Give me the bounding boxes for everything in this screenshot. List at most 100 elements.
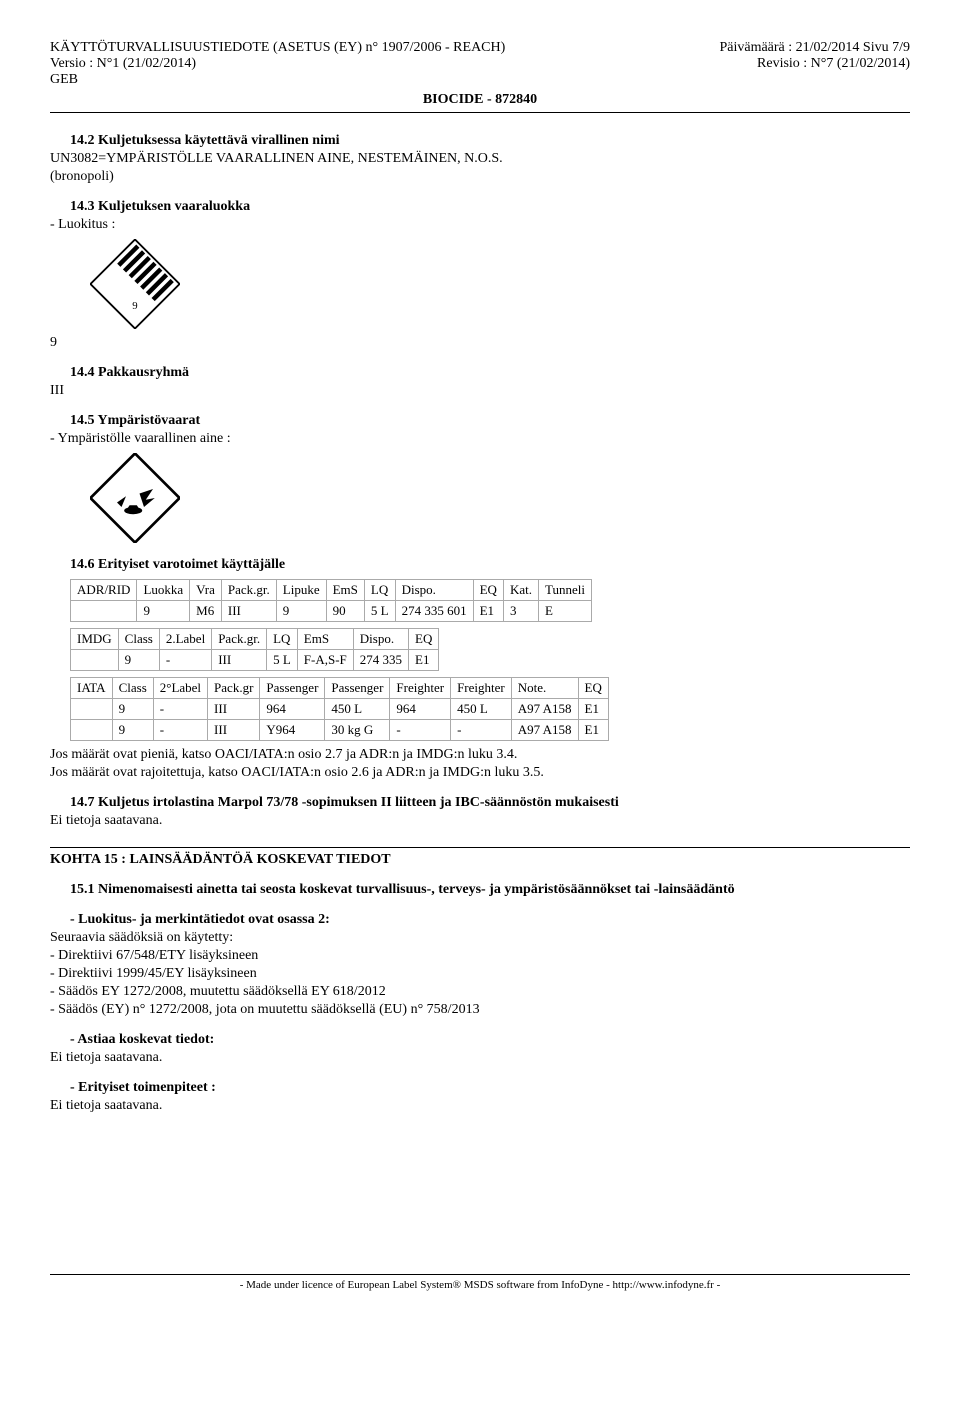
- header-right-line2: Revisio : N°7 (21/02/2014): [719, 56, 910, 72]
- header-left-line1: KÄYTTÖTURVALLISUUSTIEDOTE (ASETUS (EY) n…: [50, 40, 505, 56]
- adr-h2: Vra: [190, 580, 222, 601]
- iata-r2c0: [71, 720, 113, 741]
- table-row: 9 - III Y964 30 kg G - - A97 A158 E1: [71, 720, 609, 741]
- section-14-3-value: 9: [50, 335, 910, 351]
- imdg-c1: 9: [118, 650, 159, 671]
- class-9-hazard-icon: 9: [90, 239, 180, 329]
- section-15-1-l2: - Direktiivi 67/548/ETY lisäyksineen: [50, 948, 910, 964]
- imdg-h1: Class: [118, 629, 159, 650]
- adr-rid-table: ADR/RID Luokka Vra Pack.gr. Lipuke EmS L…: [70, 579, 592, 622]
- header-left: KÄYTTÖTURVALLISUUSTIEDOTE (ASETUS (EY) n…: [50, 40, 505, 88]
- imdg-h2: 2.Label: [159, 629, 211, 650]
- imdg-h4: LQ: [267, 629, 298, 650]
- iata-h3: Pack.gr: [208, 678, 260, 699]
- imdg-h3: Pack.gr.: [212, 629, 267, 650]
- section-14-4-value: III: [50, 383, 910, 399]
- imdg-c2: -: [159, 650, 211, 671]
- adr-c5: 90: [326, 601, 364, 622]
- section-14-7-title: 14.7 Kuljetus irtolastina Marpol 73/78 -…: [70, 795, 910, 811]
- iata-table: IATA Class 2°Label Pack.gr Passenger Pas…: [70, 677, 609, 741]
- adr-c10: E: [538, 601, 591, 622]
- iata-h6: Freighter: [390, 678, 451, 699]
- iata-r1c0: [71, 699, 113, 720]
- imdg-c3: III: [212, 650, 267, 671]
- section-14-2-title: 14.2 Kuljetuksessa käytettävä virallinen…: [70, 133, 910, 149]
- svg-text:9: 9: [132, 300, 137, 312]
- iata-h7: Freighter: [451, 678, 512, 699]
- adr-c9: 3: [503, 601, 538, 622]
- page-footer: - Made under licence of European Label S…: [50, 1274, 910, 1291]
- section-15-title: KOHTA 15 : LAINSÄÄDÄNTÖÄ KOSKEVAT TIEDOT: [50, 847, 910, 868]
- iata-r1c1: 9: [112, 699, 153, 720]
- iata-r2c1: 9: [112, 720, 153, 741]
- document-title: BIOCIDE - 872840: [50, 92, 910, 108]
- adr-c3: III: [221, 601, 276, 622]
- adr-c6: 5 L: [364, 601, 395, 622]
- adr-h10: Tunneli: [538, 580, 591, 601]
- imdg-h7: EQ: [409, 629, 439, 650]
- imdg-c7: E1: [409, 650, 439, 671]
- adr-c0: [71, 601, 137, 622]
- iata-r1c4: 964: [260, 699, 325, 720]
- adr-h6: LQ: [364, 580, 395, 601]
- iata-h0: IATA: [71, 678, 113, 699]
- section-15-1-b1: - Luokitus- ja merkintätiedot ovat osass…: [70, 912, 910, 928]
- iata-h5: Passenger: [325, 678, 390, 699]
- section-14-note2: Jos määrät ovat rajoitettuja, katso OACI…: [50, 765, 910, 781]
- imdg-c0: [71, 650, 119, 671]
- iata-r1c8: A97 A158: [511, 699, 578, 720]
- imdg-c5: F-A,S-F: [297, 650, 353, 671]
- table-row: 9 - III 964 450 L 964 450 L A97 A158 E1: [71, 699, 609, 720]
- iata-h2: 2°Label: [153, 678, 207, 699]
- iata-r2c8: A97 A158: [511, 720, 578, 741]
- header-right-line1: Päivämäärä : 21/02/2014 Sivu 7/9: [719, 40, 910, 56]
- iata-r2c2: -: [153, 720, 207, 741]
- section-15-1-b2: - Astiaa koskevat tiedot:: [70, 1032, 910, 1048]
- iata-h9: EQ: [578, 678, 608, 699]
- section-14-2-line2: (bronopoli): [50, 169, 910, 185]
- adr-h3: Pack.gr.: [221, 580, 276, 601]
- iata-h1: Class: [112, 678, 153, 699]
- adr-c1: 9: [137, 601, 190, 622]
- section-14-2-line1: UN3082=YMPÄRISTÖLLE VAARALLINEN AINE, NE…: [50, 151, 910, 167]
- section-15-1-l4: - Säädös EY 1272/2008, muutettu säädökse…: [50, 984, 910, 1000]
- iata-r1c2: -: [153, 699, 207, 720]
- section-14-3-line1: - Luokitus :: [50, 217, 910, 233]
- iata-r2c6: -: [390, 720, 451, 741]
- adr-h9: Kat.: [503, 580, 538, 601]
- iata-r1c3: III: [208, 699, 260, 720]
- iata-r2c4: Y964: [260, 720, 325, 741]
- iata-r2c5: 30 kg G: [325, 720, 390, 741]
- imdg-table: IMDG Class 2.Label Pack.gr. LQ EmS Dispo…: [70, 628, 439, 671]
- section-15-1-l1: Seuraavia säädöksiä on käytetty:: [50, 930, 910, 946]
- adr-h7: Dispo.: [395, 580, 473, 601]
- adr-h0: ADR/RID: [71, 580, 137, 601]
- iata-h4: Passenger: [260, 678, 325, 699]
- imdg-c6: 274 335: [353, 650, 408, 671]
- table-row: 9 M6 III 9 90 5 L 274 335 601 E1 3 E: [71, 601, 592, 622]
- header-divider: [50, 112, 910, 113]
- adr-h4: Lipuke: [276, 580, 326, 601]
- section-15-1-l6: Ei tietoja saatavana.: [50, 1050, 910, 1066]
- iata-r1c6: 964: [390, 699, 451, 720]
- adr-c7: 274 335 601: [395, 601, 473, 622]
- iata-h8: Note.: [511, 678, 578, 699]
- section-15-1-b3: - Erityiset toimenpiteet :: [70, 1080, 910, 1096]
- adr-c4: 9: [276, 601, 326, 622]
- section-15-1-title: 15.1 Nimenomaisesti ainetta tai seosta k…: [70, 882, 910, 898]
- page-header: KÄYTTÖTURVALLISUUSTIEDOTE (ASETUS (EY) n…: [50, 40, 910, 88]
- adr-c8: E1: [473, 601, 503, 622]
- section-14-7-line1: Ei tietoja saatavana.: [50, 813, 910, 829]
- table-row: 9 - III 5 L F-A,S-F 274 335 E1: [71, 650, 439, 671]
- iata-r1c7: 450 L: [451, 699, 512, 720]
- adr-h5: EmS: [326, 580, 364, 601]
- section-14-3-title: 14.3 Kuljetuksen vaaraluokka: [70, 199, 910, 215]
- imdg-h5: EmS: [297, 629, 353, 650]
- header-left-line2: Versio : N°1 (21/02/2014): [50, 56, 505, 72]
- environment-hazard-icon: [90, 453, 180, 543]
- section-15-1-l5: - Säädös (EY) n° 1272/2008, jota on muut…: [50, 1002, 910, 1018]
- iata-r1c9: E1: [578, 699, 608, 720]
- section-14-5-line1: - Ympäristölle vaarallinen aine :: [50, 431, 910, 447]
- imdg-c4: 5 L: [267, 650, 298, 671]
- iata-r1c5: 450 L: [325, 699, 390, 720]
